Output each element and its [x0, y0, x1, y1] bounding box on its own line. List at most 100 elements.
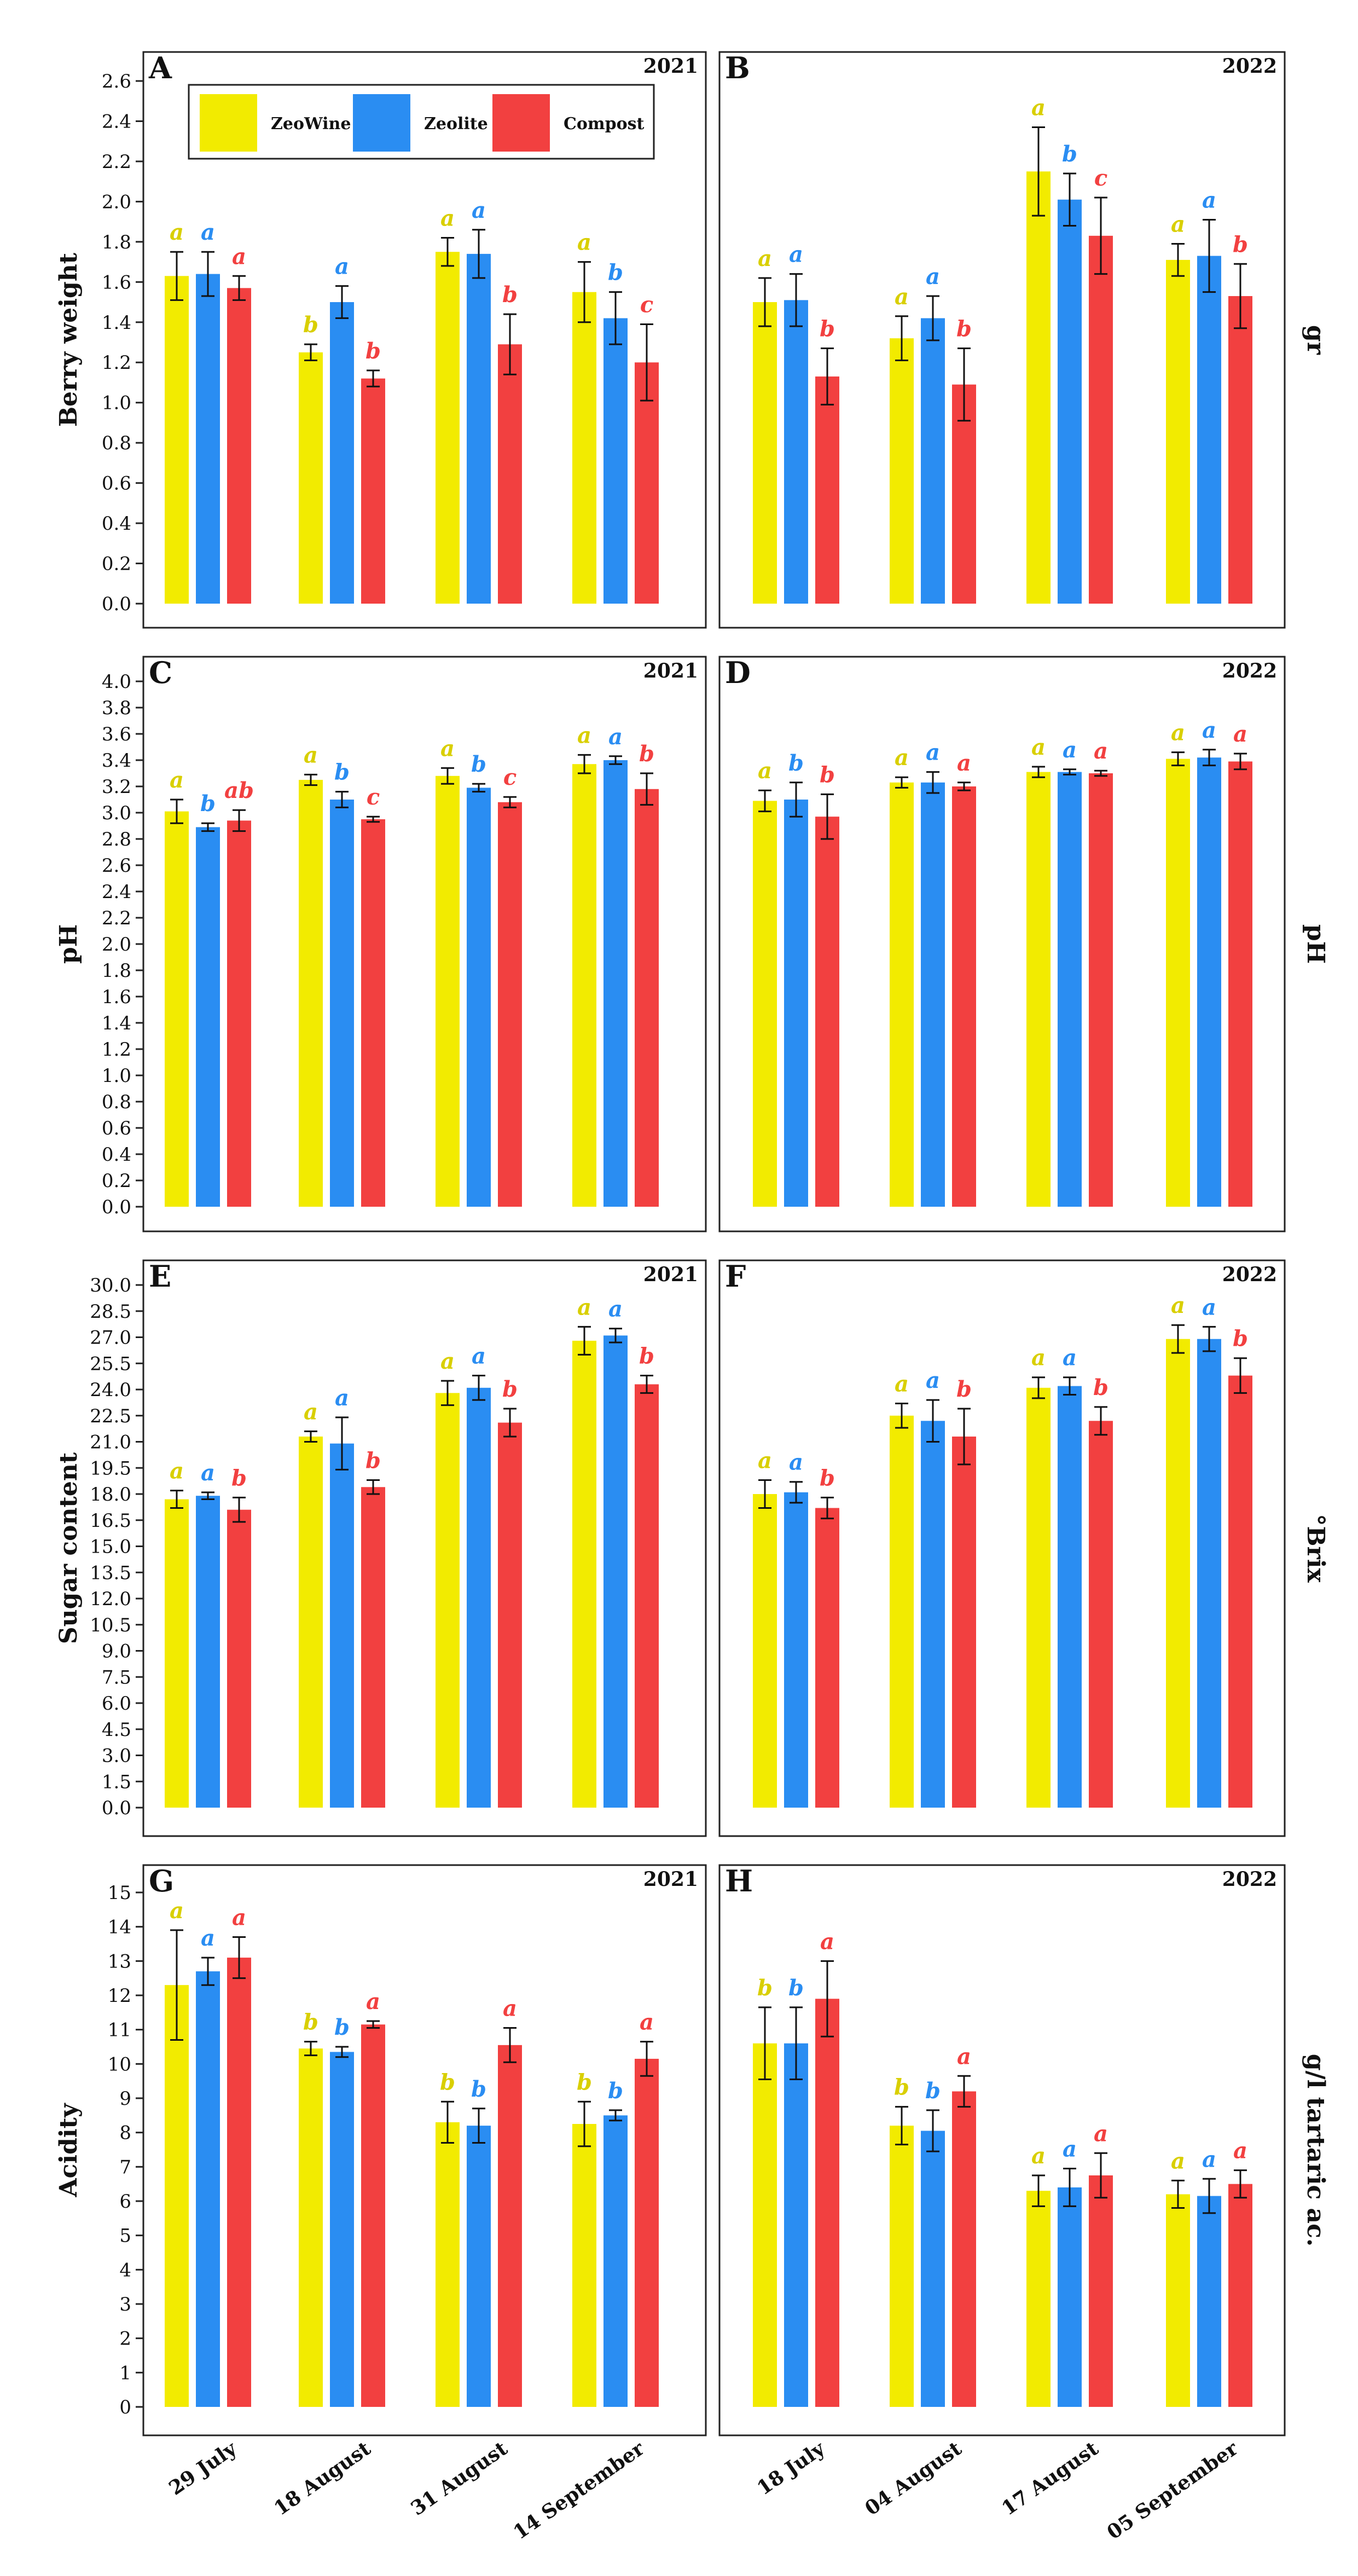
- bar-compost: [361, 1487, 385, 1808]
- significance-letter: b: [820, 1465, 835, 1491]
- significance-letter: a: [1031, 95, 1046, 120]
- significance-letter: b: [334, 760, 350, 785]
- bar-zeowine: [1166, 2194, 1190, 2407]
- y-tick-label: 7: [119, 2156, 131, 2178]
- significance-letter: b: [502, 1376, 518, 1402]
- bar-zeowine: [572, 764, 596, 1207]
- bar-compost: [952, 786, 976, 1207]
- significance-letter: a: [201, 1925, 215, 1951]
- y-tick-label: 16.5: [90, 1510, 131, 1532]
- significance-letter: a: [1171, 212, 1185, 238]
- bar-zeowine: [890, 1415, 914, 1808]
- y-tick-label: 0.2: [102, 1170, 131, 1192]
- significance-letter: a: [232, 244, 246, 269]
- y-tick-label: 8: [119, 2122, 131, 2144]
- bar-compost: [227, 1509, 251, 1808]
- significance-letter: a: [1094, 2121, 1108, 2146]
- bar-compost: [815, 1508, 839, 1808]
- y-axis-label-left: Sugar content: [55, 1452, 83, 1644]
- bar-zeolite: [921, 2131, 945, 2407]
- panel-year: 2021: [643, 659, 698, 682]
- bar-zeolite: [603, 760, 628, 1207]
- panel-A: A 2021 0.0 0.2 0.4 0.6 0.8 1.0 1.2 1.4 1.6 1.8 2.0 2.…: [102, 50, 707, 629]
- panel-year: 2022: [1222, 1868, 1277, 1891]
- significance-letter: a: [1031, 2143, 1046, 2169]
- panel-frame: [718, 51, 1286, 629]
- significance-letter: a: [957, 2044, 971, 2069]
- significance-letter: b: [925, 2078, 941, 2104]
- y-tick-label: 1.6: [102, 986, 131, 1008]
- y-tick-label: 15: [108, 1882, 131, 1904]
- y-tick-label: 2.2: [102, 151, 131, 173]
- bar-zeolite: [784, 800, 808, 1207]
- significance-letter: a: [440, 736, 455, 761]
- y-axis-label-right: g/l tartaric ac.: [1302, 2054, 1330, 2247]
- panel-C: C 2021 0.0 0.2 0.4 0.6 0.8 1.0 1.2 1.4 1.6 1.8 2.0 2.…: [102, 655, 707, 1232]
- significance-letter: a: [366, 1989, 380, 2015]
- significance-letter: b: [956, 1376, 972, 1402]
- significance-letter: b: [820, 316, 835, 342]
- y-tick-label: 3.0: [102, 802, 131, 824]
- significance-letter: b: [440, 2069, 455, 2095]
- significance-letter: a: [1202, 187, 1216, 213]
- y-tick-label: 12.0: [90, 1588, 131, 1610]
- legend-label: ZeoWine: [271, 114, 351, 134]
- y-axis-label-right: gr: [1302, 325, 1330, 355]
- bar-zeolite: [1197, 1339, 1221, 1808]
- bar-compost: [815, 376, 839, 604]
- bar-zeolite: [196, 1971, 220, 2407]
- bar-zeolite: [1197, 256, 1221, 604]
- significance-letter: a: [895, 1371, 909, 1397]
- y-tick-label: 10: [108, 2053, 131, 2075]
- y-tick-label: 2.6: [102, 71, 131, 92]
- significance-letter: a: [608, 1296, 623, 1322]
- significance-letter: a: [577, 722, 591, 748]
- bar-zeowine: [572, 1340, 596, 1808]
- significance-letter: a: [503, 1996, 517, 2022]
- bar-compost: [498, 802, 522, 1207]
- bar-compost: [635, 789, 659, 1207]
- significance-letter: b: [577, 2069, 592, 2095]
- y-tick-label: 9.0: [102, 1641, 131, 1663]
- x-tick-label: 31 August: [407, 2437, 512, 2520]
- bar-zeolite: [196, 827, 220, 1207]
- y-tick-label: 1.8: [102, 960, 131, 982]
- significance-letter: a: [957, 750, 971, 776]
- significance-letter: a: [1031, 734, 1046, 760]
- bar-zeowine: [572, 2124, 596, 2407]
- y-tick-label: 1.5: [102, 1771, 131, 1793]
- y-tick-label: 21.0: [90, 1432, 131, 1454]
- panel-frame: [142, 1864, 707, 2436]
- y-tick-label: 1.4: [102, 1012, 131, 1034]
- significance-letter: a: [1063, 1345, 1077, 1371]
- bar-zeowine: [436, 252, 460, 604]
- bar-compost: [815, 1999, 839, 2407]
- significance-letter: b: [502, 282, 518, 308]
- panel-letter: A: [148, 50, 172, 85]
- significance-letter: a: [1202, 2146, 1216, 2172]
- bar-compost: [361, 819, 385, 1207]
- panel-year: 2021: [643, 1868, 698, 1891]
- legend-swatch-compost: [492, 94, 550, 152]
- significance-letter: b: [1233, 1326, 1248, 1352]
- significance-letter: b: [639, 741, 654, 767]
- y-tick-label: 3: [119, 2294, 131, 2315]
- significance-letter: a: [577, 230, 591, 256]
- significance-letter: b: [639, 1344, 654, 1369]
- bar-zeowine: [753, 1494, 777, 1808]
- y-tick-label: 3.4: [102, 750, 131, 772]
- significance-letter: b: [471, 751, 486, 777]
- bar-compost: [498, 2045, 522, 2407]
- legend: ZeoWine Zeolite Compost: [188, 84, 655, 160]
- bar-zeolite: [467, 1387, 491, 1808]
- y-tick-label: 0.0: [102, 1797, 131, 1819]
- significance-letter: b: [334, 2015, 350, 2040]
- bar-zeowine: [753, 801, 777, 1207]
- y-axis-label-left: Acidity: [55, 2103, 83, 2197]
- y-tick-label: 2.8: [102, 829, 131, 850]
- significance-letter: a: [304, 1399, 318, 1425]
- bar-compost: [361, 2024, 385, 2407]
- bar-zeolite: [603, 318, 628, 604]
- bar-zeolite: [921, 782, 945, 1207]
